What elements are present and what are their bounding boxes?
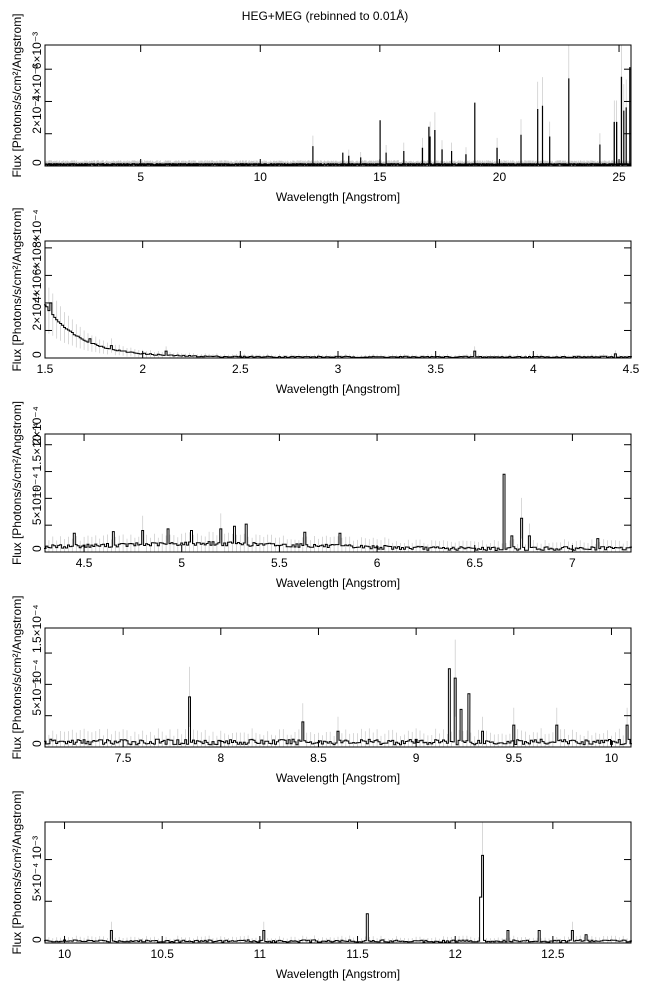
x-tick-label: 4 — [530, 362, 537, 376]
x-tick-label: 9 — [413, 751, 420, 765]
y-axis-label: Flux [Photons/s/cm²/Angstrom] — [10, 790, 24, 954]
x-tick-label: 8 — [217, 751, 224, 765]
x-tick-label: 25 — [612, 170, 626, 184]
x-axis-label: Wavelength [Angstrom] — [276, 190, 400, 204]
x-tick-label: 11 — [254, 947, 267, 961]
error-bars — [44, 822, 632, 943]
y-tick-label: 4×10⁻³ — [30, 64, 44, 101]
chart-panel-2: 1.5 2 2.5 3 3.5 4 4.5 0 2×10⁻⁴4×10⁻⁴6×10⁻⁴8×10⁻⁴… — [10, 207, 640, 396]
x-tick-label: 12 — [449, 947, 463, 961]
y-tick-label: 2×10⁻³ — [30, 96, 44, 133]
x-tick-label: 12.5 — [541, 947, 565, 961]
x-tick-label: 10 — [58, 947, 72, 961]
x-tick-label: 6.5 — [466, 556, 483, 570]
y-axis-label: Flux [Photons/s/cm²/Angstrom] — [10, 401, 24, 565]
y-tick-label: 0 — [30, 159, 44, 166]
error-bar-path — [44, 279, 632, 358]
plot-frame — [44, 240, 632, 359]
x-tick-label: 4.5 — [623, 362, 640, 376]
x-axis-label: Wavelength [Angstrom] — [276, 576, 400, 590]
y-tick-label: 10⁻⁴ — [30, 660, 44, 685]
y-tick-label: 0 — [30, 545, 44, 552]
x-tick-label: 10 — [605, 751, 619, 765]
x-tick-label: 8.5 — [310, 751, 327, 765]
y-axis-label: Flux [Photons/s/cm²/Angstrom] — [10, 13, 24, 177]
chart-panel-4: 7.5 8 8.5 9 9.5 10 0 5×10⁻⁵10⁻⁴ 1.5×10⁻⁴ Waveleng… — [10, 595, 632, 785]
plot-frame — [44, 433, 632, 553]
y-tick-label: 6×10⁻⁴ — [30, 237, 44, 276]
spectrum-series — [44, 473, 632, 551]
y-tick-label: 4×10⁻⁴ — [30, 264, 44, 303]
x-tick-label: 3 — [335, 362, 342, 376]
y-tick-label: 6×10⁻³ — [30, 32, 44, 69]
x-tick-label: 5 — [137, 170, 144, 184]
x-axis-label: Wavelength [Angstrom] — [276, 967, 400, 981]
y-tick-label: 10⁻⁴ — [30, 474, 44, 499]
chart-title: HEG+MEG (rebinned to 0.01Å) — [241, 9, 409, 23]
chart-panel-1: 5 10 15 20 25 0 2×10⁻³4×10⁻³6×10⁻³ Wavelength [… — [10, 13, 632, 204]
y-tick-label: 8×10⁻⁴ — [30, 209, 44, 248]
x-axis-label: Wavelength [Angstrom] — [276, 771, 400, 785]
x-tick-label: 9.5 — [505, 751, 522, 765]
y-axis-label: Flux [Photons/s/cm²/Angstrom] — [10, 595, 24, 759]
plot-frame — [44, 627, 632, 748]
x-tick-label: 7.5 — [115, 751, 132, 765]
y-tick-label: 2×10⁻⁴ — [30, 292, 44, 331]
chart-panel-5: 10 10.5 11 11.5 12 12.5 0 5×10⁻⁴ 10⁻³ Wavelength … — [10, 790, 632, 981]
chart-panel-3: 4.5 5 5.5 6 6.5 7 0 5×10⁻⁵10⁻⁴ 1.5×10⁻⁴2×10⁻⁴ Wav… — [10, 401, 632, 590]
plot-frame — [44, 821, 632, 944]
x-tick-label: 2 — [139, 362, 146, 376]
y-tick-label: 1.5×10⁻⁴ — [30, 605, 44, 654]
x-tick-label: 11.5 — [346, 947, 369, 961]
x-tick-label: 5.5 — [271, 556, 288, 570]
spectrum-series — [44, 67, 632, 166]
x-tick-label: 20 — [493, 170, 507, 184]
x-tick-label: 1.5 — [37, 362, 54, 376]
y-tick-label: 0 — [30, 351, 44, 358]
x-tick-label: 2.5 — [232, 362, 249, 376]
y-tick-label: 0 — [30, 936, 44, 943]
x-tick-label: 5 — [178, 556, 185, 570]
x-axis-label: Wavelength [Angstrom] — [276, 382, 400, 396]
x-tick-label: 7 — [569, 556, 576, 570]
x-tick-label: 4.5 — [76, 556, 93, 570]
y-tick-label: 5×10⁻⁴ — [30, 863, 44, 902]
y-tick-label: 1.5×10⁻⁴ — [30, 423, 44, 472]
spectrum-series — [44, 854, 632, 943]
x-tick-label: 10 — [254, 170, 268, 184]
y-tick-label: 5×10⁻⁵ — [30, 487, 44, 525]
y-tick-label: 10⁻³ — [30, 836, 44, 860]
x-tick-label: 10.5 — [151, 947, 175, 961]
error-bars — [44, 279, 632, 358]
x-tick-label: 6 — [374, 556, 381, 570]
error-bar-path — [44, 822, 632, 943]
spectrum-series — [44, 668, 632, 746]
x-tick-label: 3.5 — [427, 362, 444, 376]
y-tick-label: 2×10⁻⁴ — [30, 406, 44, 445]
x-tick-label: 15 — [373, 170, 387, 184]
y-tick-label: 0 — [30, 740, 44, 747]
plot-frame — [44, 44, 632, 167]
y-tick-label: 5×10⁻⁵ — [30, 677, 44, 715]
y-axis-label: Flux [Photons/s/cm²/Angstrom] — [10, 207, 24, 371]
spectrum-series — [44, 302, 632, 358]
